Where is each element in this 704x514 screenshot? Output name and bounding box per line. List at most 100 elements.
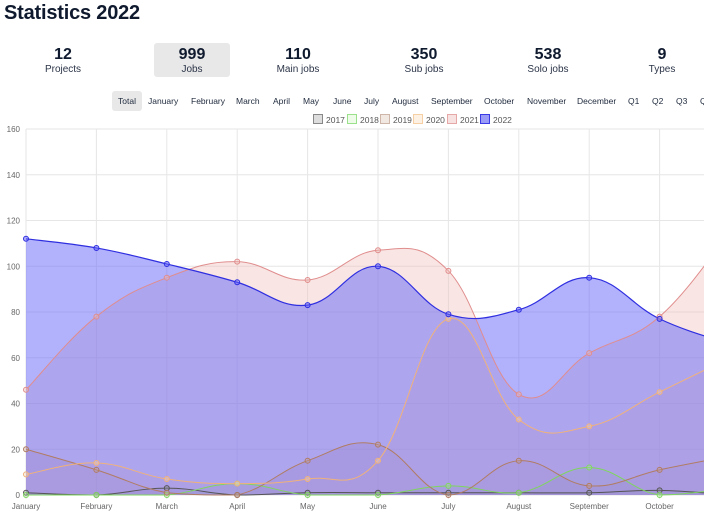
point-2021-april[interactable] bbox=[234, 258, 241, 265]
point-2018-september[interactable] bbox=[586, 464, 593, 471]
point-2019-march[interactable] bbox=[163, 489, 170, 496]
point-2022-june[interactable] bbox=[375, 263, 381, 270]
tab-september[interactable]: September bbox=[431, 96, 473, 106]
y-tick-label: 100 bbox=[7, 262, 21, 271]
point-2020-september[interactable] bbox=[586, 423, 593, 430]
legend-label: 2021 bbox=[460, 115, 479, 125]
point-2021-march[interactable] bbox=[163, 274, 170, 281]
legend-swatch bbox=[380, 114, 390, 124]
legend-item-2019[interactable]: 2019 bbox=[380, 114, 412, 126]
point-2021-june[interactable] bbox=[375, 247, 381, 254]
tab-july[interactable]: July bbox=[364, 96, 380, 106]
point-2019-october[interactable] bbox=[656, 466, 663, 473]
legend-item-2018[interactable]: 2018 bbox=[347, 114, 379, 126]
point-2021-september[interactable] bbox=[586, 350, 593, 357]
point-2019-june[interactable] bbox=[375, 441, 381, 448]
legend-swatch bbox=[447, 114, 457, 124]
tab-june[interactable]: June bbox=[333, 96, 352, 106]
point-2020-february[interactable] bbox=[93, 459, 100, 466]
legend-item-2017[interactable]: 2017 bbox=[313, 114, 345, 126]
y-tick-label: 0 bbox=[16, 491, 21, 500]
tab-april[interactable]: April bbox=[273, 96, 291, 106]
tab-q2[interactable]: Q2 bbox=[652, 96, 664, 106]
stat-value: 350 bbox=[410, 46, 438, 63]
point-2018-june[interactable] bbox=[375, 492, 381, 498]
point-2022-july[interactable] bbox=[445, 311, 452, 318]
stat-main-jobs[interactable]: 110 Main jobs bbox=[260, 43, 336, 77]
tab-q1[interactable]: Q1 bbox=[628, 96, 640, 106]
point-2020-april[interactable] bbox=[234, 480, 241, 487]
legend-item-2022[interactable]: 2022 bbox=[480, 114, 512, 126]
point-2019-may[interactable] bbox=[304, 457, 311, 464]
x-tick-label: February bbox=[80, 502, 112, 511]
line-2021 bbox=[25, 247, 704, 399]
legend-item-2020[interactable]: 2020 bbox=[413, 114, 445, 126]
point-2021-july[interactable] bbox=[445, 267, 452, 274]
point-2019-july[interactable] bbox=[445, 492, 452, 498]
point-2019-april[interactable] bbox=[234, 492, 241, 498]
point-2021-may[interactable] bbox=[304, 276, 311, 283]
point-2022-august[interactable] bbox=[515, 306, 522, 313]
point-2019-september[interactable] bbox=[586, 482, 593, 489]
point-2019-august[interactable] bbox=[515, 457, 522, 464]
stat-solo-jobs[interactable]: 538 Solo jobs bbox=[510, 43, 586, 77]
point-2020-october[interactable] bbox=[656, 389, 663, 396]
stat-value: 999 bbox=[178, 46, 206, 63]
point-2018-october[interactable] bbox=[656, 492, 663, 498]
point-2021-august[interactable] bbox=[515, 391, 522, 398]
tab-may[interactable]: May bbox=[303, 96, 320, 106]
point-2020-january[interactable] bbox=[23, 471, 29, 478]
stats-row: 12 Projects 999 Jobs 110 Main jobs 350 S… bbox=[0, 43, 704, 79]
y-tick-label: 40 bbox=[11, 400, 20, 409]
y-tick-label: 140 bbox=[7, 171, 21, 180]
point-2022-april[interactable] bbox=[234, 279, 241, 286]
x-tick-label: September bbox=[570, 502, 609, 511]
point-2018-february[interactable] bbox=[93, 492, 100, 498]
tab-october[interactable]: October bbox=[484, 96, 515, 106]
point-2018-january[interactable] bbox=[23, 492, 29, 498]
point-2020-may[interactable] bbox=[304, 475, 311, 482]
stat-projects[interactable]: 12 Projects bbox=[25, 43, 101, 77]
tab-january[interactable]: January bbox=[148, 96, 179, 106]
stat-jobs[interactable]: 999 Jobs bbox=[154, 43, 230, 77]
point-2019-january[interactable] bbox=[23, 446, 29, 453]
stat-sub-jobs[interactable]: 350 Sub jobs bbox=[386, 43, 462, 77]
tab-march[interactable]: March bbox=[236, 96, 260, 106]
point-2019-february[interactable] bbox=[93, 466, 100, 473]
legend-swatch bbox=[313, 114, 323, 124]
point-2018-may[interactable] bbox=[304, 492, 311, 498]
y-tick-label: 120 bbox=[7, 217, 21, 226]
point-2020-june[interactable] bbox=[375, 457, 381, 464]
point-2022-september[interactable] bbox=[586, 274, 593, 281]
point-2020-march[interactable] bbox=[163, 475, 170, 482]
tab-q4[interactable]: Q4 bbox=[700, 96, 704, 106]
stat-label: Types bbox=[648, 64, 676, 75]
tab-december[interactable]: December bbox=[577, 96, 617, 106]
tab-november[interactable]: November bbox=[527, 96, 567, 106]
point-2018-august[interactable] bbox=[515, 489, 522, 496]
tab-q3[interactable]: Q3 bbox=[676, 96, 688, 106]
point-2022-february[interactable] bbox=[93, 244, 100, 251]
legend-label: 2019 bbox=[393, 115, 412, 125]
point-2021-february[interactable] bbox=[93, 313, 100, 320]
point-2018-july[interactable] bbox=[445, 482, 452, 489]
y-tick-label: 160 bbox=[7, 125, 21, 134]
x-tick-label: August bbox=[506, 502, 532, 511]
point-2021-january[interactable] bbox=[23, 386, 29, 393]
tab-total[interactable]: Total bbox=[112, 91, 142, 111]
area-2022 bbox=[26, 238, 704, 495]
tab-august[interactable]: August bbox=[392, 96, 419, 106]
stat-types[interactable]: 9 Types bbox=[624, 43, 700, 77]
point-2022-may[interactable] bbox=[304, 302, 311, 309]
point-2022-march[interactable] bbox=[163, 260, 170, 267]
x-tick-label: April bbox=[229, 502, 245, 511]
point-2020-august[interactable] bbox=[515, 416, 522, 423]
point-2017-september[interactable] bbox=[586, 489, 593, 496]
y-tick-label: 60 bbox=[11, 354, 20, 363]
tab-february[interactable]: February bbox=[191, 96, 226, 106]
y-tick-label: 20 bbox=[11, 445, 20, 454]
legend-item-2021[interactable]: 2021 bbox=[447, 114, 479, 126]
legend-label: 2018 bbox=[360, 115, 379, 125]
point-2022-january[interactable] bbox=[23, 235, 29, 242]
point-2022-october[interactable] bbox=[656, 315, 663, 322]
